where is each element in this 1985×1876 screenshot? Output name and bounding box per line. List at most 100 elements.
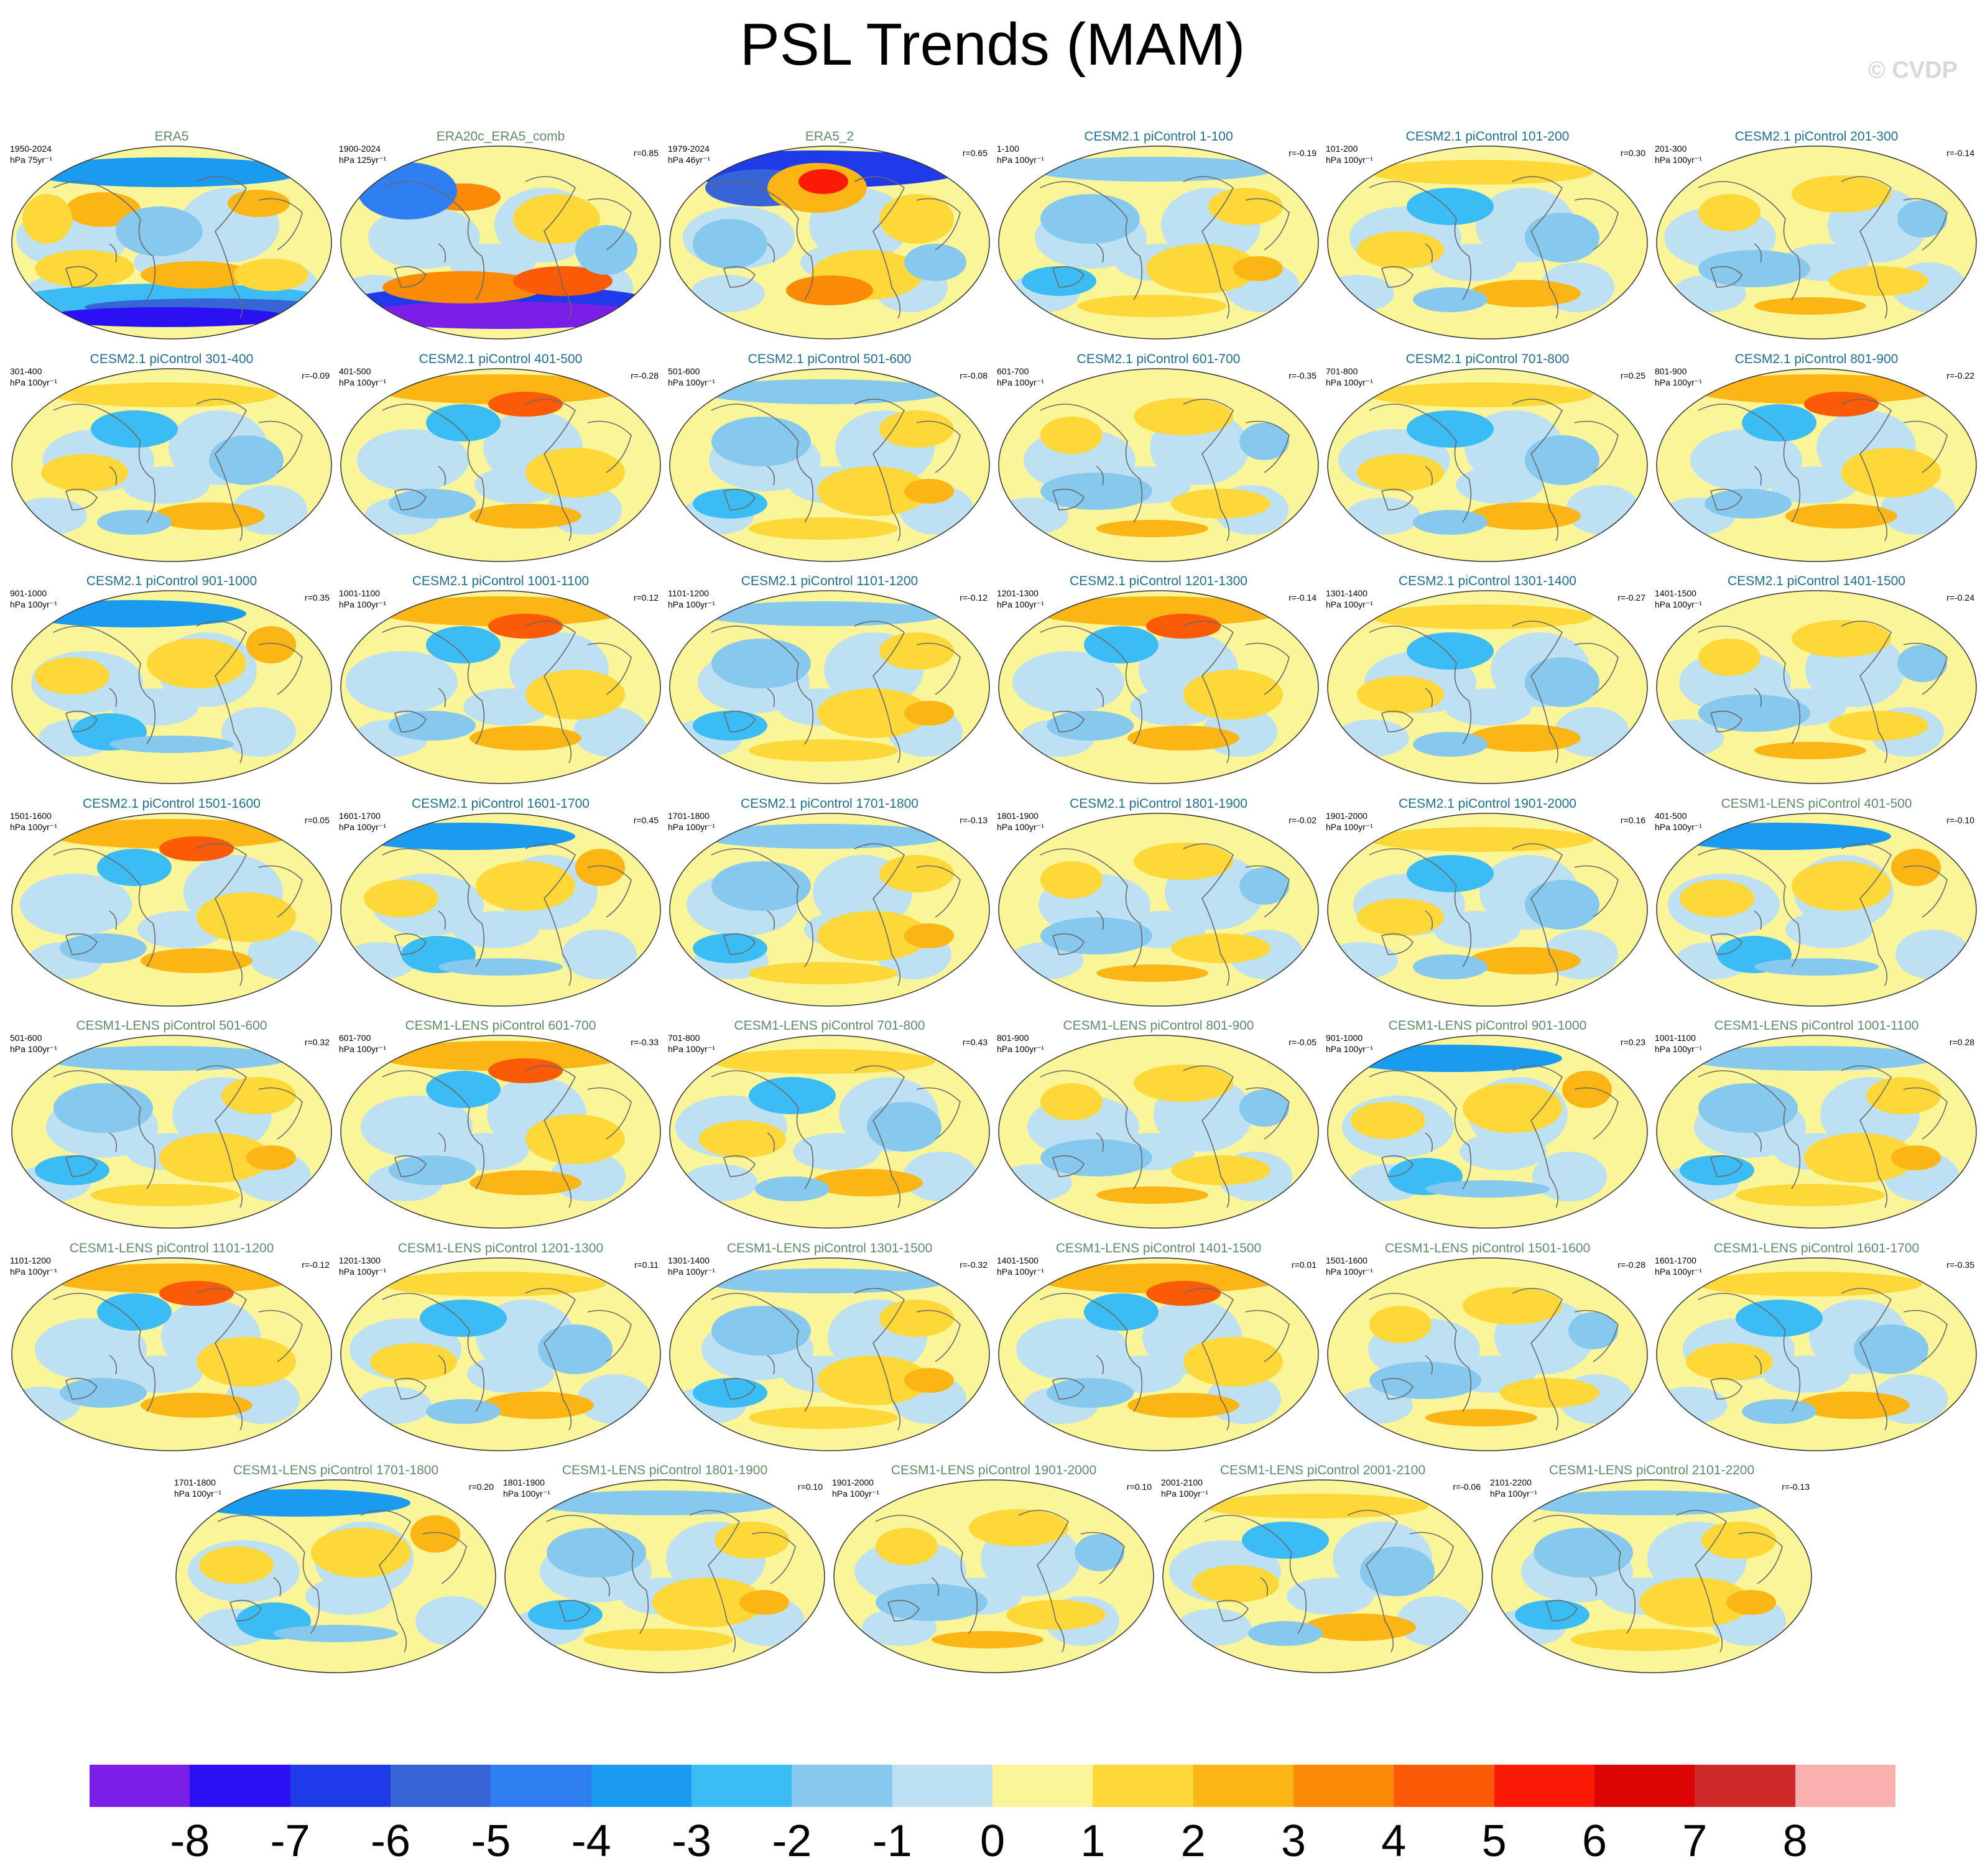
anomaly-region xyxy=(1754,297,1866,315)
map-outline xyxy=(1656,590,1977,784)
panel-units: hPa 100yr⁻¹ xyxy=(1490,1489,1537,1499)
anomaly-region xyxy=(547,1528,646,1578)
map-outline xyxy=(669,368,990,562)
anomaly-region xyxy=(1183,1337,1283,1387)
colorbar-cell xyxy=(992,1765,1093,1807)
colorbar-cell xyxy=(1293,1765,1394,1807)
trend-map xyxy=(1327,1257,1648,1451)
trend-map xyxy=(669,590,990,784)
anomaly-region xyxy=(1763,1356,1850,1393)
panel-units: hPa 100yr⁻¹ xyxy=(339,377,386,387)
anomaly-region xyxy=(904,1368,954,1393)
anomaly-region xyxy=(351,302,650,329)
anomaly-region xyxy=(159,1133,271,1183)
panel-title: CESM2.1 piControl 201-300 xyxy=(1734,129,1899,144)
anomaly-region xyxy=(389,1155,476,1185)
map-panel: CESM2.1 piControl 1201-1300 1201-1300 hPa … xyxy=(997,574,1320,785)
panel-title: CESM2.1 piControl 1401-1500 xyxy=(1727,574,1905,588)
anomaly-region xyxy=(1177,1609,1251,1646)
panel-units: hPa 100yr⁻¹ xyxy=(339,599,386,609)
anomaly-region xyxy=(711,1049,935,1074)
panel-units: hPa 100yr⁻¹ xyxy=(997,377,1044,387)
map-outline xyxy=(1327,1035,1648,1229)
panel-period: 701-800 xyxy=(668,1033,700,1043)
panel-correlation: r=0.45 xyxy=(633,815,659,825)
panel-units: hPa 100yr⁻¹ xyxy=(1655,822,1702,832)
map-panel: CESM2.1 piControl 1901-2000 1901-2000 hPa … xyxy=(1326,797,1649,1008)
panel-units: hPa 100yr⁻¹ xyxy=(997,1044,1044,1054)
anomaly-region xyxy=(467,1356,554,1393)
panel-units: hPa 75yr⁻¹ xyxy=(10,155,53,165)
anomaly-region xyxy=(1016,1318,1128,1380)
panel-title: CESM2.1 piControl 701-800 xyxy=(1405,352,1570,366)
panel-title: CESM1-LENS piControl 1601-1700 xyxy=(1713,1241,1920,1255)
coastlines xyxy=(711,621,961,764)
panel-period: 1701-1800 xyxy=(668,811,710,821)
trend-map xyxy=(998,590,1319,784)
panel-title: CESM1-LENS piControl 1001-1100 xyxy=(1714,1019,1919,1033)
panel-period: 1801-1900 xyxy=(997,811,1039,821)
colorbar-cell xyxy=(1193,1765,1293,1807)
panel-period: 1101-1200 xyxy=(668,588,709,598)
panel-period: 1201-1300 xyxy=(339,1255,381,1265)
anomaly-region xyxy=(1445,688,1532,726)
map-outline xyxy=(175,1479,496,1673)
anomaly-region xyxy=(904,244,966,281)
anomaly-region xyxy=(1146,244,1258,293)
panel-period: 1001-1100 xyxy=(339,588,380,598)
anomaly-region xyxy=(1698,695,1810,732)
anomaly-region xyxy=(1456,466,1543,504)
panel-period: 1401-1500 xyxy=(997,1255,1039,1265)
anomaly-region xyxy=(97,849,172,886)
panel-correlation: r=-0.05 xyxy=(1289,1037,1316,1047)
anomaly-region xyxy=(358,162,457,219)
anomaly-region xyxy=(699,379,948,404)
trend-map xyxy=(669,146,990,340)
anomaly-region xyxy=(123,466,210,504)
anomaly-region xyxy=(1171,489,1270,519)
map-outline xyxy=(340,590,661,784)
anomaly-region xyxy=(879,1300,954,1337)
anomaly-region xyxy=(1351,1102,1425,1139)
anomaly-region xyxy=(1407,855,1494,892)
anomaly-region xyxy=(1804,1133,1916,1183)
anomaly-region xyxy=(1534,1528,1633,1578)
coastlines xyxy=(1369,399,1619,542)
anomaly-region xyxy=(1287,1578,1374,1615)
panel-title: CESM2.1 piControl 501-600 xyxy=(747,352,912,366)
anomaly-region xyxy=(876,1584,988,1621)
panel-title: CESM2.1 piControl 1101-1200 xyxy=(741,574,918,588)
anomaly-region xyxy=(904,701,954,726)
colorbar-cell xyxy=(792,1765,892,1807)
anomaly-region xyxy=(1040,417,1103,454)
anomaly-region xyxy=(1357,454,1444,491)
map-panel: CESM2.1 piControl 101-200 101-200 hPa 100y… xyxy=(1326,129,1649,341)
anomaly-region xyxy=(415,1596,490,1646)
anomaly-region xyxy=(534,1490,783,1515)
anomaly-region xyxy=(438,958,563,976)
coastlines xyxy=(53,1288,303,1431)
colorbar-cell xyxy=(1394,1765,1494,1807)
panel-period: 1301-1400 xyxy=(668,1255,710,1265)
panel-correlation: r=0.10 xyxy=(797,1482,823,1492)
colorbar-tick-label: 3 xyxy=(1280,1816,1307,1866)
anomaly-region xyxy=(60,1378,147,1408)
anomaly-region xyxy=(575,849,625,886)
anomaly-region xyxy=(1895,930,1970,979)
panel-period: 2101-2200 xyxy=(1490,1477,1532,1487)
trend-map xyxy=(504,1479,825,1673)
map-outline xyxy=(669,813,990,1007)
coastlines xyxy=(711,843,961,986)
panel-title: CESM2.1 piControl 601-700 xyxy=(1076,352,1241,366)
anomaly-region xyxy=(749,1077,836,1114)
panel-period: 301-400 xyxy=(10,366,42,376)
panel-units: hPa 100yr⁻¹ xyxy=(503,1489,550,1499)
map-panel: CESM2.1 piControl 1601-1700 1601-1700 hPa … xyxy=(339,797,662,1008)
anomaly-region xyxy=(1698,1272,1922,1296)
coastlines xyxy=(382,399,632,542)
panel-title: CESM1-LENS piControl 1401-1500 xyxy=(1055,1241,1262,1255)
panel-title: CESM1-LENS piControl 401-500 xyxy=(1721,797,1912,811)
anomaly-region xyxy=(368,206,480,269)
panel-period: 601-700 xyxy=(339,1033,371,1043)
anomaly-region xyxy=(197,892,296,942)
